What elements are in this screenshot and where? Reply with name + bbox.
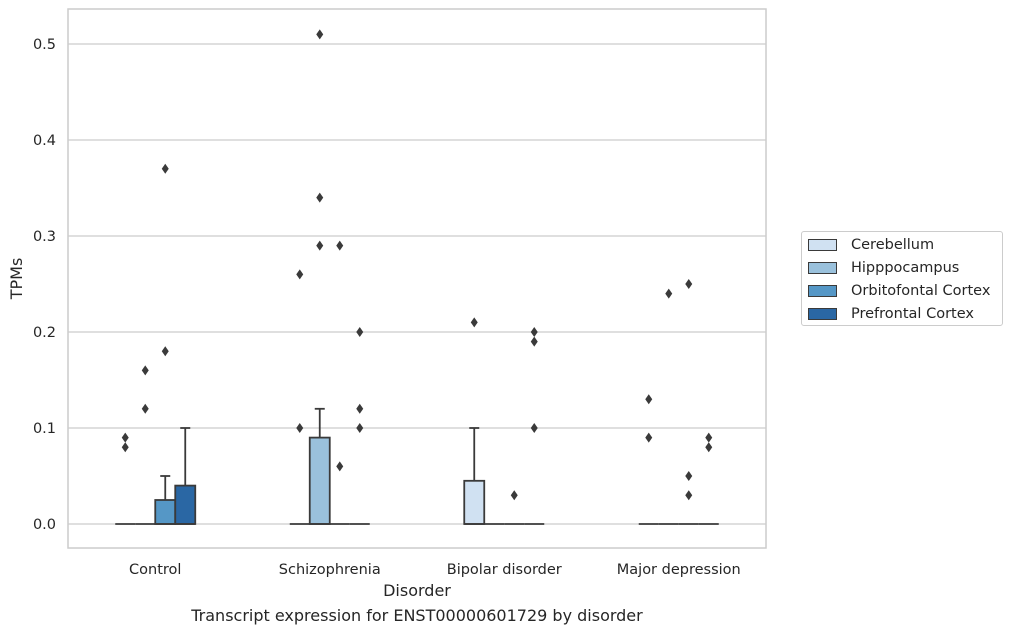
box xyxy=(308,407,331,525)
outlier-point xyxy=(530,327,538,337)
outlier-point xyxy=(685,471,693,481)
x-axis-label: Disorder xyxy=(383,581,451,600)
outlier-point xyxy=(336,240,344,251)
legend-swatch xyxy=(808,285,837,297)
y-tick-label: 0.5 xyxy=(33,37,56,53)
box-body xyxy=(154,499,177,525)
outlier-point xyxy=(645,394,653,405)
y-axis-label: TPMs xyxy=(7,258,26,301)
legend-item: Orbitofontal Cortex xyxy=(808,282,990,300)
outlier-point xyxy=(296,269,304,280)
outlier-point xyxy=(705,432,713,443)
legend-label: Prefrontal Cortex xyxy=(851,306,974,322)
outlier-point xyxy=(121,432,129,443)
legend-swatch xyxy=(808,239,837,251)
outliers xyxy=(121,29,713,501)
outlier-point xyxy=(705,442,713,453)
y-tick-label: 0.2 xyxy=(33,325,56,341)
outlier-point xyxy=(336,461,344,472)
outlier-point xyxy=(316,240,324,251)
outlier-point xyxy=(121,442,129,453)
chart-caption: Transcript expression for ENST0000060172… xyxy=(191,606,643,625)
outlier-point xyxy=(161,163,169,174)
outlier-point xyxy=(296,423,304,433)
gridlines xyxy=(68,43,766,525)
y-tick-label: 0.4 xyxy=(33,133,56,149)
box xyxy=(154,475,177,525)
legend-swatch xyxy=(808,308,837,320)
outlier-point xyxy=(141,365,149,376)
outlier-point xyxy=(356,423,364,433)
y-tick-label: 0.3 xyxy=(33,229,56,245)
outlier-point xyxy=(685,279,693,289)
outlier-point xyxy=(530,423,538,433)
outlier-point xyxy=(141,403,149,414)
x-tick-label: Major depression xyxy=(617,562,741,578)
outlier-point xyxy=(470,317,478,328)
legend-item: Cerebellum xyxy=(808,236,934,254)
y-tick-label: 0.1 xyxy=(33,421,56,437)
outlier-point xyxy=(530,336,538,347)
legend-label: Orbitofontal Cortex xyxy=(851,283,991,299)
outlier-point xyxy=(510,490,518,501)
tick-labels: 0.0 0.1 0.2 0.3 0.4 0.5 Control Schizophrenia Bi… xyxy=(33,37,741,578)
outlier-point xyxy=(685,490,693,501)
legend-label: Hipppocampus xyxy=(851,260,960,276)
box-body xyxy=(463,479,486,525)
legend-label: Cerebellum xyxy=(851,237,935,253)
outlier-point xyxy=(356,327,364,337)
plot-frame xyxy=(67,8,767,549)
y-tick-label: 0.0 xyxy=(33,517,56,533)
box xyxy=(463,427,486,525)
legend-swatch xyxy=(808,262,837,274)
outlier-point xyxy=(316,29,324,40)
legend-item: Prefrontal Cortex xyxy=(808,305,974,323)
box-body xyxy=(174,484,197,525)
box-body xyxy=(308,436,331,525)
legend-item: Hipppocampus xyxy=(808,259,959,277)
outlier-point xyxy=(316,192,324,203)
outlier-point xyxy=(665,288,673,299)
x-tick-label: Control xyxy=(129,562,181,578)
x-tick-label: Bipolar disorder xyxy=(447,562,562,578)
x-tick-label: Schizophrenia xyxy=(279,562,381,578)
box xyxy=(174,427,197,525)
boxes xyxy=(115,407,719,525)
outlier-point xyxy=(645,432,653,443)
legend: Cerebellum Hipppocampus Orbitofontal Cor… xyxy=(801,231,1003,326)
outlier-point xyxy=(356,403,364,414)
outlier-point xyxy=(161,346,169,357)
